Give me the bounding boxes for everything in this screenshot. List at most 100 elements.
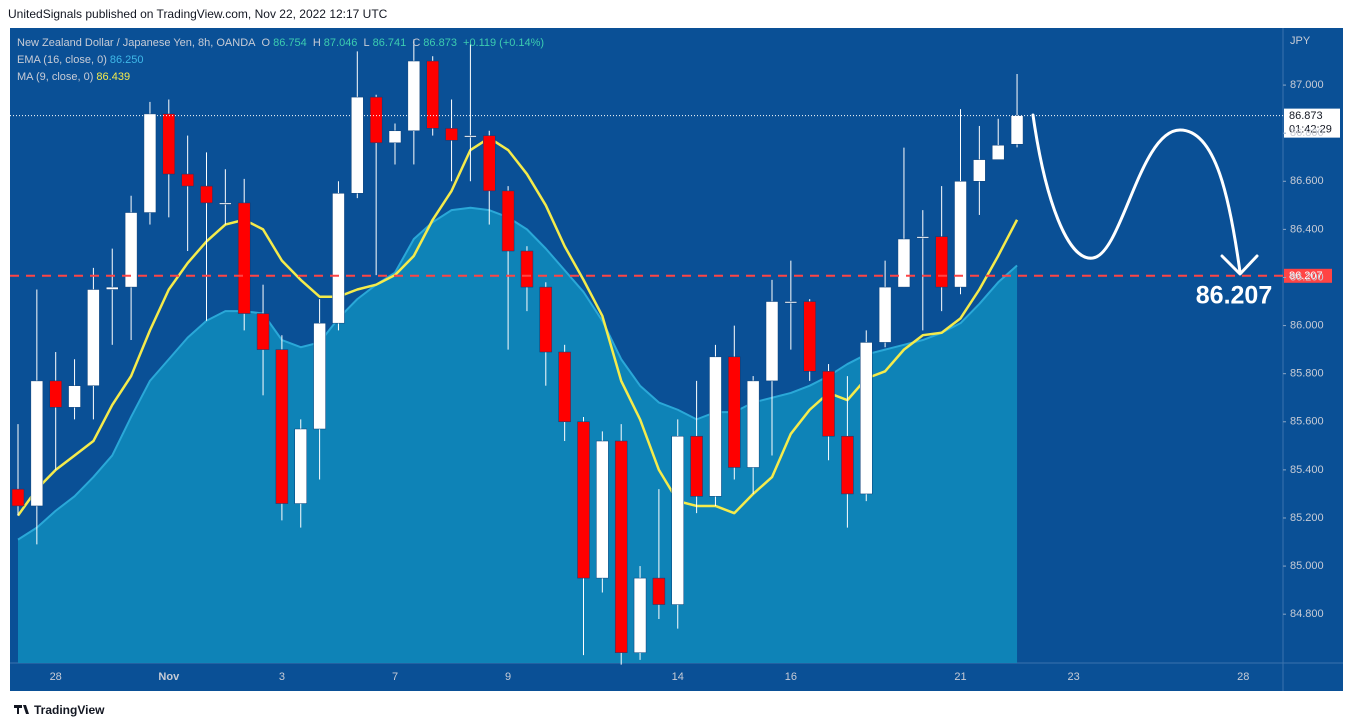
low-label: L	[363, 37, 370, 49]
legend-value: 86.439	[96, 71, 131, 83]
candle-body	[313, 322, 326, 430]
symbol-title: New Zealand Dollar / Japanese Yen, 8h, O…	[17, 37, 256, 49]
x-tick-label: 28	[1237, 671, 1249, 683]
target-tag-label: 86.207	[1289, 270, 1323, 282]
ma-row: MA (9, close, 0) 86.439	[17, 69, 547, 86]
candle-body	[520, 250, 534, 288]
x-tick-label: 7	[392, 671, 398, 683]
y-tick-label: 85.200	[1290, 512, 1324, 524]
candle-body	[124, 212, 138, 288]
plot	[10, 39, 1283, 665]
y-tick-label: 86.800	[1290, 127, 1324, 139]
candle-body	[577, 421, 590, 579]
ema-row: EMA (16, close, 0) 86.250	[17, 52, 547, 69]
x-tick-label: 28	[50, 671, 62, 683]
x-tick-label: Nov	[158, 671, 180, 683]
candle-body	[803, 301, 816, 372]
candle-body	[671, 435, 684, 605]
candle-body	[746, 380, 760, 468]
candle-body	[860, 342, 873, 495]
candle-body	[49, 380, 62, 408]
candle-body	[68, 385, 81, 408]
change-percent: (+0.14%)	[499, 37, 545, 49]
candle-body	[106, 286, 119, 290]
candle-body	[200, 185, 213, 204]
x-tick-label: 14	[672, 671, 684, 683]
candle-body	[11, 488, 25, 507]
target-tag	[1284, 268, 1332, 283]
candle-body	[464, 135, 477, 138]
target-annotation: 86.207	[1196, 282, 1272, 310]
low-value: 86.741	[372, 37, 407, 49]
y-tick-label: 86.400	[1290, 223, 1324, 235]
candle-body	[294, 428, 307, 504]
last-price-label: 86.873	[1289, 110, 1323, 122]
x-tick-label: 16	[785, 671, 797, 683]
candle-body	[822, 371, 835, 437]
candle-body	[897, 238, 911, 288]
drawn-curve	[1031, 113, 1242, 274]
candle-body	[388, 130, 402, 144]
candle-body	[935, 236, 948, 288]
candle-body	[30, 380, 44, 507]
y-tick-label: 86.200	[1290, 271, 1324, 283]
candle-body	[426, 60, 439, 129]
legend-entry: EMA (16, close, 0)	[17, 54, 107, 66]
candle-body	[614, 440, 628, 653]
drawn-arrowhead	[1220, 254, 1259, 276]
y-tick-label: 85.400	[1290, 464, 1324, 476]
y-tick-label: 85.000	[1290, 560, 1324, 572]
candle-body	[275, 349, 289, 504]
close-label: C	[412, 37, 421, 49]
x-tick-label: 9	[505, 671, 511, 683]
open-value: 86.754	[273, 37, 307, 49]
candle-body	[351, 96, 364, 194]
logo-icon	[14, 705, 29, 714]
candle-body	[407, 60, 421, 132]
quote-row: New Zealand Dollar / Japanese Yen, 8h, O…	[17, 35, 547, 52]
high-label: H	[312, 37, 321, 49]
countdown-label: 01:42:29	[1289, 124, 1332, 136]
candle-body	[256, 313, 270, 350]
x-tick-label: 23	[1067, 671, 1079, 683]
candle-body	[539, 286, 553, 353]
candle-body	[237, 202, 251, 314]
candle-body	[596, 440, 609, 579]
candle-body	[916, 236, 930, 239]
candle-body	[162, 113, 176, 175]
candle-body	[143, 113, 157, 213]
last-price-tag	[1284, 108, 1340, 138]
candle-body	[483, 135, 496, 192]
candle-body	[219, 202, 232, 205]
y-tick-label: 86.600	[1290, 175, 1324, 187]
candle-body	[991, 144, 1005, 160]
attribution: UnitedSignals published on TradingView.c…	[8, 7, 388, 21]
high-value: 87.046	[323, 37, 358, 49]
candle-body	[332, 193, 345, 324]
candle-body	[1010, 115, 1024, 145]
currency-label: JPY	[1290, 35, 1311, 47]
candle-body	[709, 356, 722, 497]
candle-body	[878, 286, 892, 343]
candle-body	[973, 159, 986, 182]
candle-body	[181, 173, 194, 187]
y-tick-label: 85.600	[1290, 416, 1324, 428]
candle-body	[728, 356, 741, 468]
candle-body	[841, 435, 854, 495]
candle-body	[784, 301, 798, 304]
x-tick-label: 21	[954, 671, 966, 683]
legend: New Zealand Dollar / Japanese Yen, 8h, O…	[17, 35, 547, 86]
change-value: +0.119	[463, 37, 497, 49]
y-tick-label: 87.000	[1290, 79, 1324, 91]
y-tick-label: 85.800	[1290, 368, 1324, 380]
candle-body	[633, 577, 647, 653]
close-value: 86.873	[423, 37, 457, 49]
legend-value: 86.250	[109, 54, 144, 66]
candle-body	[690, 435, 703, 497]
x-tick-label: 3	[279, 671, 285, 683]
indicator-line	[16, 136, 1019, 517]
open-label: O	[261, 37, 271, 49]
candle-body	[87, 289, 100, 386]
